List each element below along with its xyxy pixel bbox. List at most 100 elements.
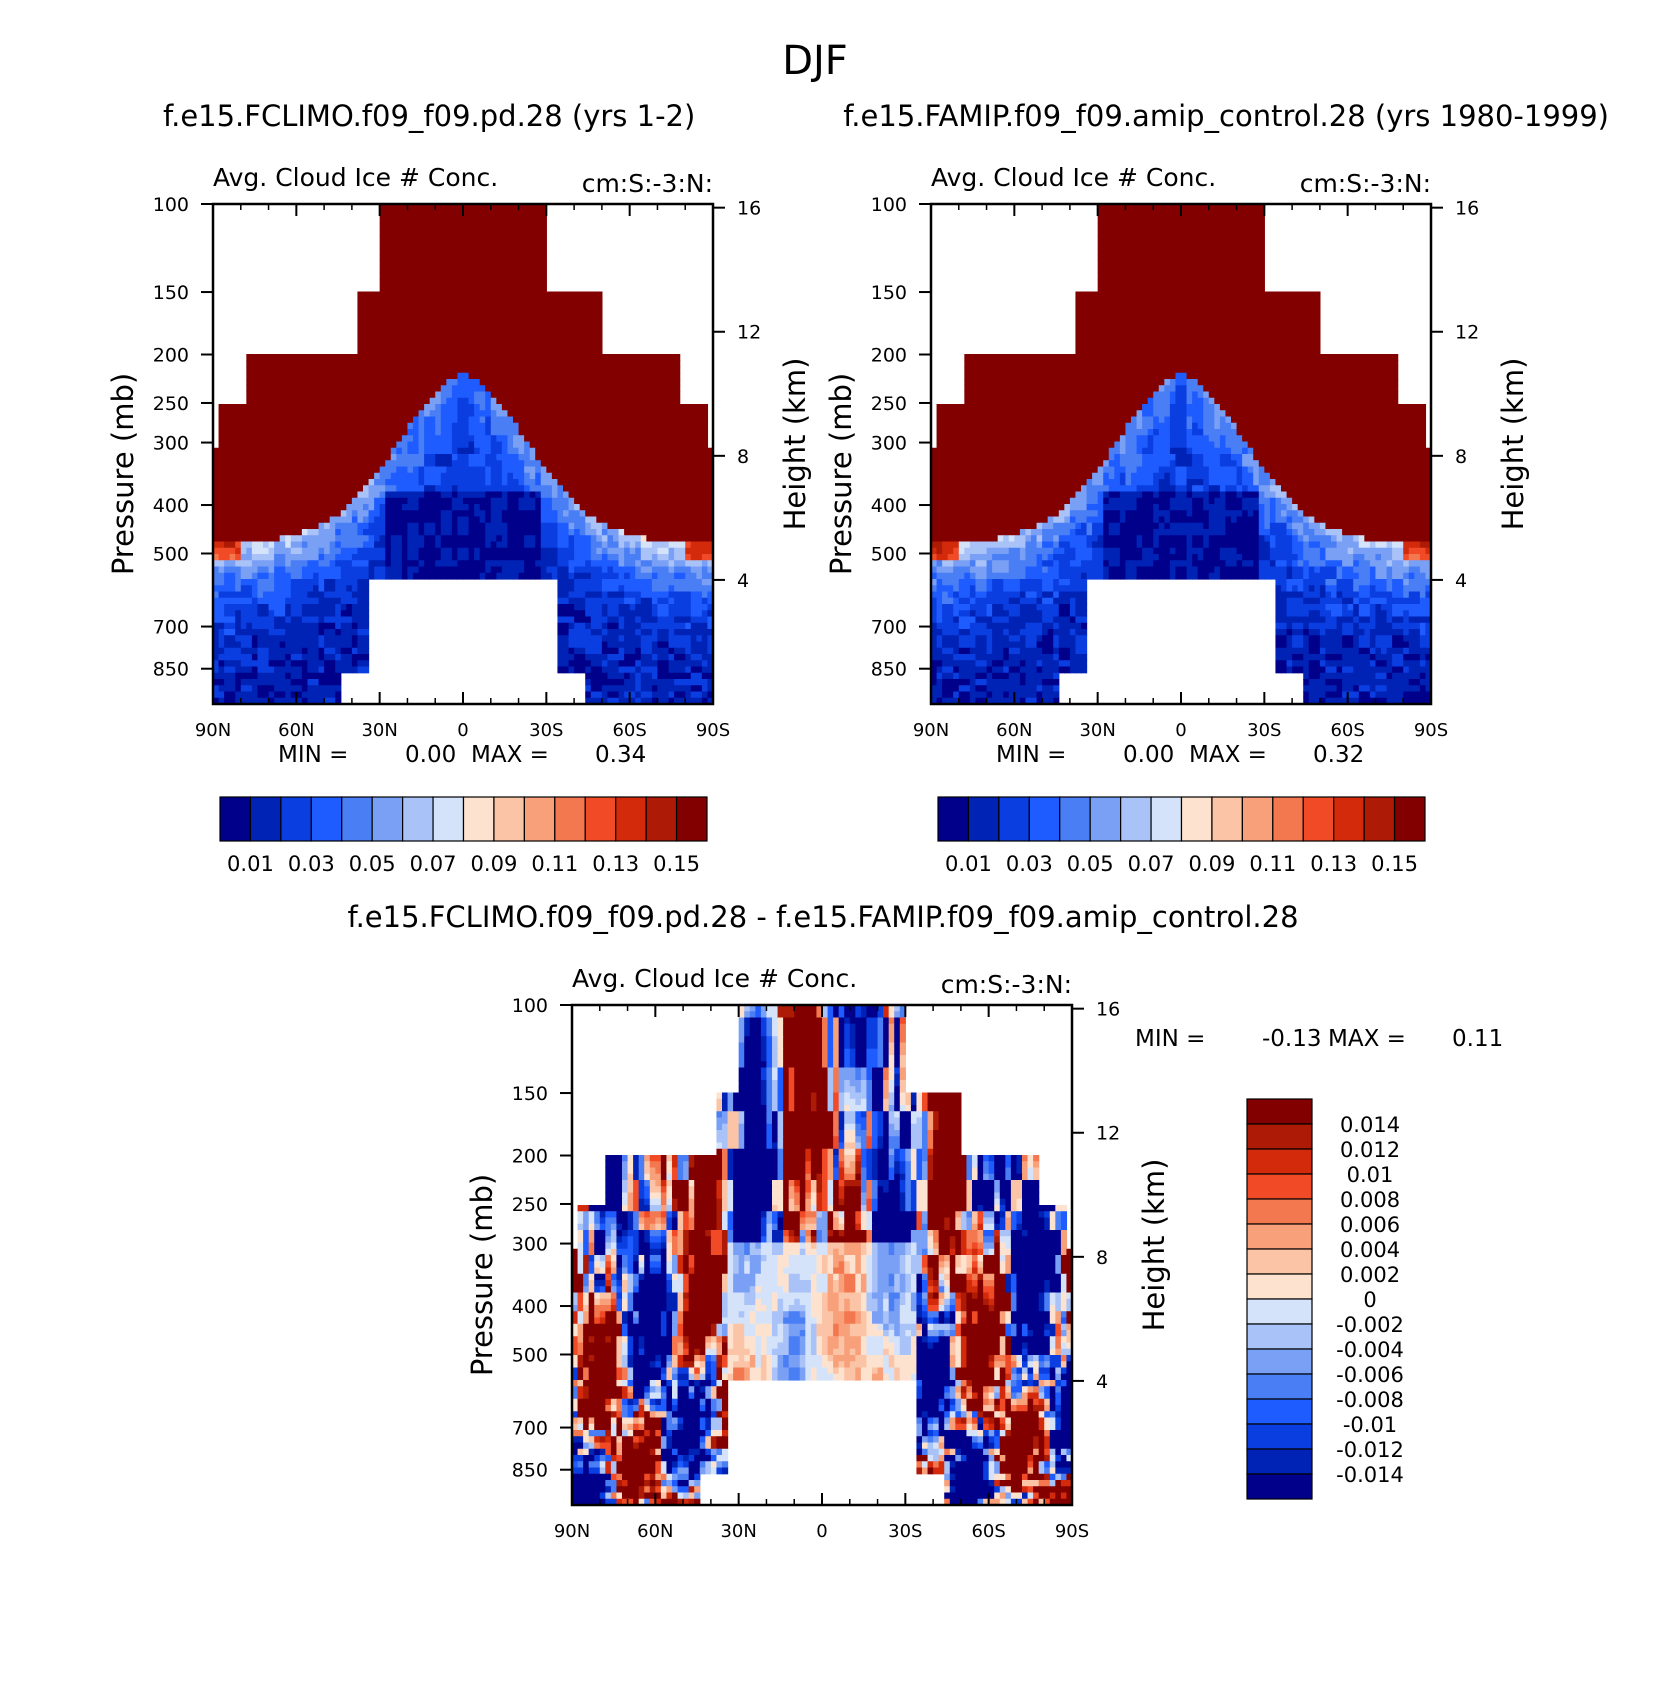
contour-cell xyxy=(540,272,547,280)
contour-cell xyxy=(429,379,436,386)
contour-cell xyxy=(263,635,270,643)
contour-cell xyxy=(474,472,481,480)
contour-cell xyxy=(546,397,553,405)
contour-cell xyxy=(446,410,453,418)
contour-cell xyxy=(579,654,586,661)
contour-cell xyxy=(229,435,236,443)
contour-cell xyxy=(346,441,353,449)
contour-cell xyxy=(229,685,236,693)
contour-cell xyxy=(296,610,303,618)
contour-cell xyxy=(585,554,592,561)
contour-cell xyxy=(290,522,297,530)
contour-cell xyxy=(674,622,681,630)
contour-cell xyxy=(613,629,620,636)
contour-cell xyxy=(424,460,431,468)
contour-cell xyxy=(268,647,275,655)
contour-cell xyxy=(657,622,664,630)
contour-cell xyxy=(651,585,659,593)
contour-cell xyxy=(351,641,359,649)
contour-cell xyxy=(557,597,564,605)
contour-cell xyxy=(546,504,553,511)
contour-cell xyxy=(485,522,492,530)
contour-cell xyxy=(529,204,536,211)
contour-cell xyxy=(329,554,336,561)
contour-cell xyxy=(285,435,292,443)
contour-cell xyxy=(663,560,670,568)
contour-cell xyxy=(507,347,514,355)
contour-cell xyxy=(401,254,409,261)
contour-cell xyxy=(551,310,559,318)
contour-cell xyxy=(668,391,675,399)
contour-cell xyxy=(496,241,503,249)
contour-cell xyxy=(640,447,647,455)
contour-cell xyxy=(213,635,220,643)
contour-cell xyxy=(651,654,659,661)
contour-cell xyxy=(707,522,714,530)
contour-cell xyxy=(640,629,647,636)
contour-cell xyxy=(468,341,475,349)
contour-cell xyxy=(546,479,553,486)
contour-cell xyxy=(235,579,242,586)
contour-cell xyxy=(351,529,359,536)
contour-cell xyxy=(296,635,303,643)
contour-cell xyxy=(468,272,475,280)
contour-cell xyxy=(424,397,431,405)
contour-cell xyxy=(313,660,320,668)
contour-cell xyxy=(624,485,631,493)
contour-cell xyxy=(568,397,575,405)
contour-cell xyxy=(363,404,370,411)
contour-cell xyxy=(596,379,603,386)
contour-cell xyxy=(435,529,442,536)
contour-cell xyxy=(635,379,642,386)
contour-cell xyxy=(696,610,703,618)
contour-cell xyxy=(524,297,531,305)
contour-cell xyxy=(601,622,609,630)
contour-cell xyxy=(474,547,481,555)
contour-cell xyxy=(635,572,642,580)
contour-cell xyxy=(651,604,659,611)
contour-cell xyxy=(435,504,442,511)
contour-cell xyxy=(529,535,536,543)
contour-cell xyxy=(674,560,681,568)
contour-cell xyxy=(229,666,236,674)
contour-cell xyxy=(585,354,592,361)
contour-cell xyxy=(540,372,547,380)
contour-cell xyxy=(574,554,581,561)
contour-cell xyxy=(224,472,231,480)
contour-cell xyxy=(468,397,475,405)
contour-cell xyxy=(418,310,425,318)
contour-cell xyxy=(329,504,336,511)
contour-cell xyxy=(251,529,259,536)
contour-cell xyxy=(446,291,453,299)
contour-cell xyxy=(446,529,453,536)
contour-cell xyxy=(546,516,553,524)
contour-cell xyxy=(501,404,509,411)
contour-cell xyxy=(407,404,414,411)
contour-cell xyxy=(218,672,225,680)
contour-cell xyxy=(429,535,436,543)
contour-cell xyxy=(524,279,531,286)
contour-cell xyxy=(407,254,414,261)
contour-cell xyxy=(496,441,503,449)
contour-cell xyxy=(618,485,625,493)
contour-cell xyxy=(346,516,353,524)
contour-cell xyxy=(318,616,325,624)
contour-cell xyxy=(451,554,459,561)
contour-cell xyxy=(701,622,709,630)
contour-cell xyxy=(463,241,470,249)
contour-cell xyxy=(463,410,470,418)
contour-cell xyxy=(657,479,664,486)
contour-cell xyxy=(579,585,586,593)
contour-cell xyxy=(246,385,253,393)
contour-cell xyxy=(540,241,547,249)
contour-cell xyxy=(607,591,614,599)
contour-cell xyxy=(435,241,442,249)
contour-cell xyxy=(363,516,370,524)
contour-cell xyxy=(401,222,409,230)
contour-cell xyxy=(707,510,714,518)
contour-cell xyxy=(607,604,614,611)
contour-cell xyxy=(340,385,347,393)
contour-cell xyxy=(479,416,486,424)
contour-cell xyxy=(390,460,397,468)
contour-cell xyxy=(701,591,709,599)
